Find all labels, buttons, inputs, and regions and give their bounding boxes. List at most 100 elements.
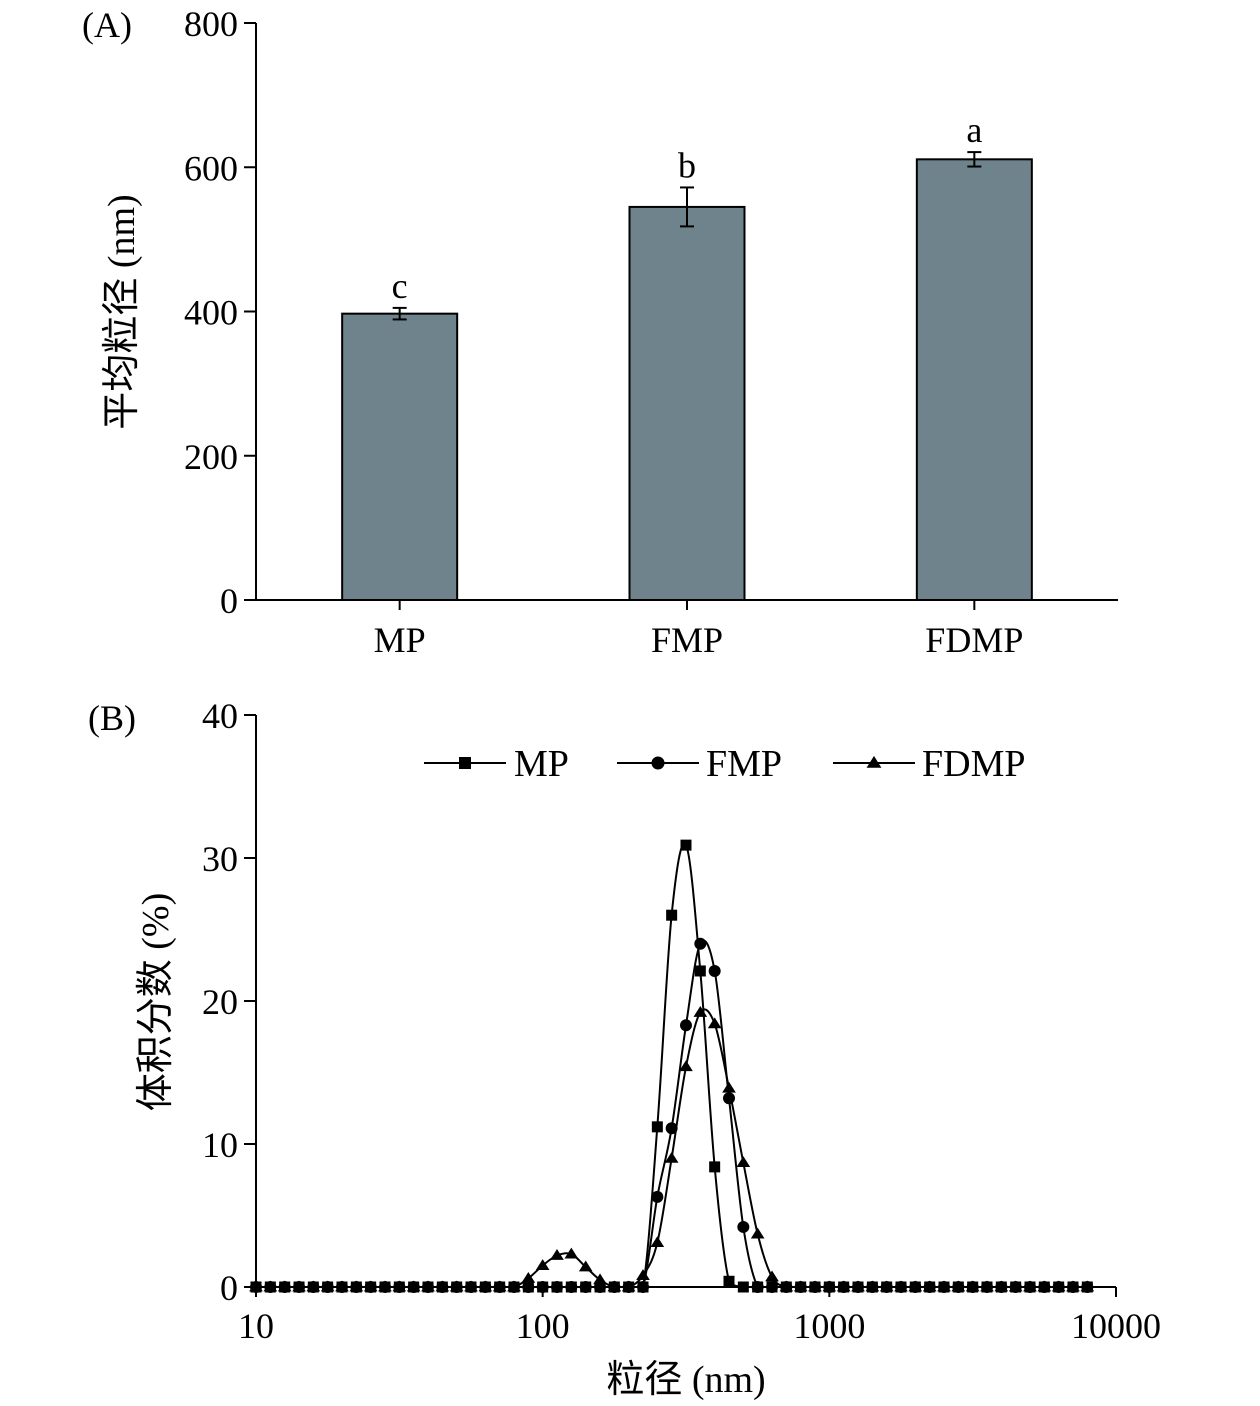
data-point-fdmp: [664, 1151, 679, 1163]
data-point-fmp: [766, 1281, 779, 1293]
data-point-fdmp: [449, 1280, 464, 1292]
data-point-fdmp: [292, 1280, 306, 1292]
data-point-fdmp: [421, 1280, 435, 1292]
data-point-fdmp: [335, 1280, 349, 1292]
data-point-fmp: [737, 1220, 750, 1233]
panel-a-y-tick-label: 0: [220, 581, 238, 621]
data-point-fdmp: [535, 1259, 550, 1270]
panel-a-x-tick-label: FMP: [651, 620, 723, 660]
data-point-fmp: [637, 1281, 650, 1293]
data-point-fdmp: [636, 1269, 650, 1280]
data-point-fdmp: [965, 1280, 980, 1292]
data-point-fdmp: [793, 1280, 808, 1292]
panel-b-y-axis-title: 体积分数 (%): [135, 893, 177, 1111]
legend-marker-mp: [459, 757, 471, 769]
data-point-fdmp: [392, 1280, 407, 1292]
data-point-mp: [723, 1275, 735, 1287]
panel-a-x-tick-label: MP: [374, 620, 426, 660]
data-point-fmp: [651, 1190, 664, 1203]
data-point-fmp: [723, 1092, 736, 1105]
data-point-fdmp: [822, 1280, 837, 1292]
panel-a-y-axis-title: 平均粒径 (nm): [101, 194, 143, 429]
data-point-fdmp: [1037, 1280, 1052, 1292]
data-point-fdmp: [492, 1280, 507, 1292]
data-point-fdmp: [1051, 1280, 1066, 1292]
data-point-fmp: [565, 1281, 578, 1293]
data-point-fdmp: [937, 1280, 951, 1292]
data-point-fdmp: [650, 1236, 665, 1248]
data-point-fmp: [694, 937, 707, 950]
data-point-fdmp: [464, 1280, 478, 1292]
panel-b-y-tick-label: 20: [202, 982, 238, 1022]
panel-b-y-tick-label: 30: [202, 839, 238, 879]
legend: MP FMP FDMP: [424, 743, 1026, 785]
panel-a-y-tick-label: 600: [184, 148, 238, 188]
significance-label-fmp: b: [678, 145, 696, 185]
data-point-fdmp: [406, 1280, 421, 1292]
bar-fmp: [628, 205, 746, 601]
data-point-fdmp: [607, 1280, 622, 1292]
panel-b-x-tick-label: 10: [238, 1306, 274, 1346]
data-point-mp: [709, 1161, 721, 1173]
legend-label-fdmp: FDMP: [922, 743, 1026, 785]
legend-marker-fdmp: [866, 755, 882, 768]
bar-mp: [341, 312, 459, 601]
data-point-fdmp: [865, 1280, 880, 1292]
data-point-fdmp: [879, 1280, 894, 1292]
data-point-fdmp: [693, 1005, 708, 1017]
data-point-fdmp: [378, 1280, 392, 1292]
data-point-mp: [680, 839, 692, 851]
data-point-fdmp: [894, 1280, 908, 1292]
data-point-fdmp: [750, 1227, 765, 1239]
data-point-fdmp: [263, 1280, 278, 1292]
data-point-fdmp: [679, 1060, 693, 1072]
panel-b-y-tick-label: 10: [202, 1125, 238, 1165]
data-point-fdmp: [908, 1280, 923, 1292]
data-point-fdmp: [922, 1280, 937, 1292]
panel-a-bar-chart: (A) 0 200 400 600 800 平均粒径 (nm) c MP b FMP a FDMP: [82, 4, 1118, 660]
data-point-fmp: [522, 1281, 535, 1293]
data-point-fdmp: [521, 1271, 536, 1283]
data-point-fdmp: [320, 1280, 335, 1292]
legend-marker-fmp: [651, 756, 665, 770]
data-point-fmp: [579, 1281, 592, 1293]
panel-b-y-tick-label: 0: [220, 1268, 238, 1308]
panel-b-x-tick-label: 100: [516, 1306, 570, 1346]
data-point-fmp: [708, 964, 721, 977]
data-point-fmp: [679, 1019, 692, 1032]
data-point-fdmp: [1080, 1280, 1095, 1292]
data-point-fdmp: [593, 1273, 607, 1285]
data-point-fmp: [665, 1122, 678, 1135]
data-point-fdmp: [722, 1081, 736, 1093]
series-line-fmp: [256, 939, 1088, 1288]
panel-a-y-tick-label: 800: [184, 4, 238, 44]
data-point-fdmp: [765, 1270, 779, 1282]
series-fdmp: [249, 1005, 1095, 1292]
data-point-fdmp: [363, 1280, 378, 1292]
data-point-fdmp: [306, 1280, 321, 1292]
data-point-fdmp: [736, 1156, 751, 1167]
panel-b-y-tick-label: 40: [202, 696, 238, 736]
panel-b-label: (B): [88, 698, 136, 738]
legend-label-mp: MP: [514, 743, 569, 785]
data-point-fdmp: [435, 1280, 450, 1292]
series-line-fdmp: [256, 1008, 1088, 1288]
data-point-fdmp: [349, 1280, 364, 1292]
significance-label-mp: c: [392, 266, 408, 306]
data-point-fdmp: [550, 1249, 564, 1260]
data-point-mp: [651, 1121, 663, 1133]
data-point-fdmp: [951, 1280, 966, 1292]
panel-b-x-axis-title: 粒径 (nm): [606, 1359, 765, 1401]
panel-a-x-tick-label: FDMP: [925, 620, 1023, 660]
panel-b-x-tick-label: 1000: [793, 1306, 865, 1346]
data-point-fmp: [751, 1281, 764, 1293]
data-point-fmp: [550, 1281, 563, 1293]
data-point-fdmp: [621, 1280, 636, 1292]
data-point-fmp: [536, 1281, 549, 1293]
data-point-fdmp: [851, 1280, 865, 1292]
data-point-fdmp: [1008, 1280, 1023, 1292]
data-point-fdmp: [779, 1280, 794, 1292]
data-point-fdmp: [277, 1280, 292, 1292]
panel-a-y-tick-label: 200: [184, 437, 238, 477]
